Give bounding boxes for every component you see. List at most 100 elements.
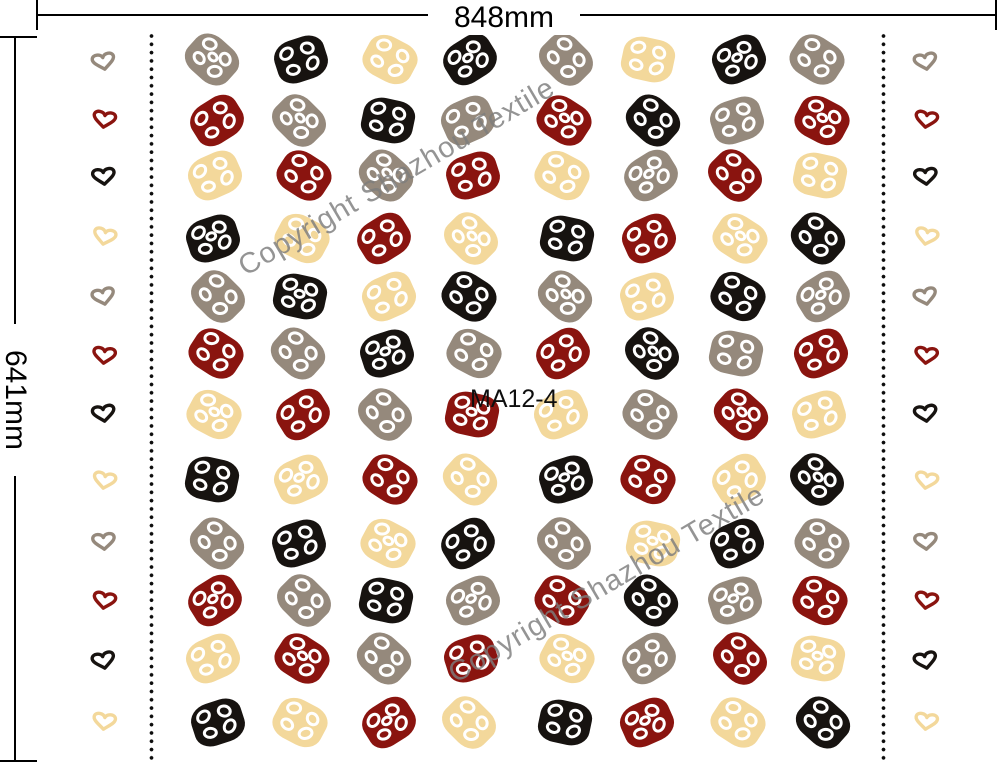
heart-icon [92, 109, 118, 129]
darkred-diamond-motif [356, 447, 424, 512]
motif-ring [634, 662, 654, 679]
motif-ring [366, 117, 386, 135]
motif-ring [821, 158, 842, 179]
motif-ring [816, 603, 835, 620]
black-diamond-motif [784, 205, 852, 272]
motif-ring [292, 576, 313, 594]
darkred-diamond-motif [529, 321, 597, 386]
motif-ring [552, 637, 570, 651]
darkred-diamond-motif [701, 141, 769, 210]
pattern-motif [531, 263, 599, 330]
motif-ring [645, 418, 664, 434]
darkred-diamond-motif [616, 208, 682, 269]
motif-ring [387, 583, 408, 604]
motif-ring [645, 219, 663, 234]
motif-ring [296, 524, 314, 540]
pattern-motif [266, 691, 334, 754]
beige-diamond-motif [437, 204, 505, 273]
darkred-diamond-motif [269, 382, 337, 447]
motif-ring [458, 455, 478, 473]
motif-ring [384, 546, 403, 563]
motif-ring [733, 663, 751, 678]
motif-ring [282, 588, 301, 608]
motif-ring [277, 402, 298, 423]
motif-ring [373, 300, 392, 316]
black-diamond-motif [534, 451, 598, 508]
motif-ring [371, 357, 388, 371]
motif-ring [187, 643, 209, 665]
motif-ring [799, 534, 819, 554]
motif-ring [385, 277, 403, 292]
motif-ring [276, 43, 297, 64]
gray-heart-motif [89, 50, 119, 79]
width-dimension-label: 848mm [428, 1, 580, 35]
motif-ring [548, 218, 567, 235]
motif-ring [823, 345, 843, 366]
motif-ring [200, 604, 220, 621]
motif-ring [734, 460, 751, 474]
motif-ring [275, 342, 295, 362]
beige-diamond-motif [790, 149, 850, 202]
pattern-motif [440, 570, 506, 631]
gray-diamond-motif [617, 143, 685, 208]
motif-ring [734, 101, 752, 117]
motif-ring [373, 390, 394, 408]
darkred-heart-motif [89, 589, 119, 618]
motif-ring [459, 332, 477, 346]
motif-ring [630, 341, 649, 361]
motif-ring [372, 634, 392, 652]
motif-ring [296, 725, 315, 742]
pattern-motif [618, 33, 678, 86]
heart-icon [90, 403, 116, 423]
motif-ring [550, 483, 567, 497]
motif-ring [795, 467, 814, 487]
motif-ring [197, 662, 216, 678]
heart-icon [912, 166, 938, 186]
motif-ring [470, 156, 488, 172]
gray-diamond-motif [783, 27, 851, 92]
motif-ring [447, 710, 466, 730]
beige-heart-motif [911, 469, 941, 498]
black-diamond-motif [434, 511, 502, 576]
gray-diamond-motif [530, 509, 598, 578]
motif-ring [557, 548, 575, 563]
motif-ring [455, 63, 475, 80]
motif-ring [645, 358, 663, 373]
beige-heart-motif [89, 225, 120, 255]
pattern-motif [354, 512, 422, 575]
gray-diamond-motif [440, 322, 508, 385]
motif-ring [199, 179, 218, 195]
motif-ring [376, 457, 395, 473]
motif-ring [723, 63, 742, 79]
motif-ring [451, 345, 471, 365]
darkred-diamond-motif [788, 323, 854, 384]
motif-ring [386, 62, 405, 79]
motif-ring [715, 288, 735, 308]
motif-ring [645, 605, 662, 619]
gray-heart-motif [89, 285, 120, 315]
pattern-motif [440, 322, 508, 385]
height-dimension-tick-bottom [0, 760, 37, 762]
motif-ring [649, 714, 669, 735]
motif-ring [446, 287, 466, 307]
motif-ring [290, 153, 309, 169]
motif-ring [712, 104, 733, 125]
pattern-motif [614, 448, 682, 511]
pattern-motif [783, 27, 851, 92]
motif-ring [384, 599, 405, 620]
motif-ring [475, 592, 495, 613]
darkred-heart-motif [89, 108, 118, 136]
pattern-motif [350, 625, 418, 692]
pattern-motif [180, 383, 248, 446]
motif-ring [826, 287, 844, 307]
motif-ring [628, 589, 648, 609]
pattern-motif [789, 689, 857, 756]
heart-icon [90, 51, 116, 71]
pattern-motif [355, 325, 419, 382]
pattern-motif [704, 265, 772, 328]
motif-ring [558, 334, 575, 348]
motif-ring [641, 96, 661, 114]
motif-ring [568, 221, 589, 242]
darkred-heart-motif [911, 108, 940, 136]
black-heart-motif [911, 402, 940, 430]
